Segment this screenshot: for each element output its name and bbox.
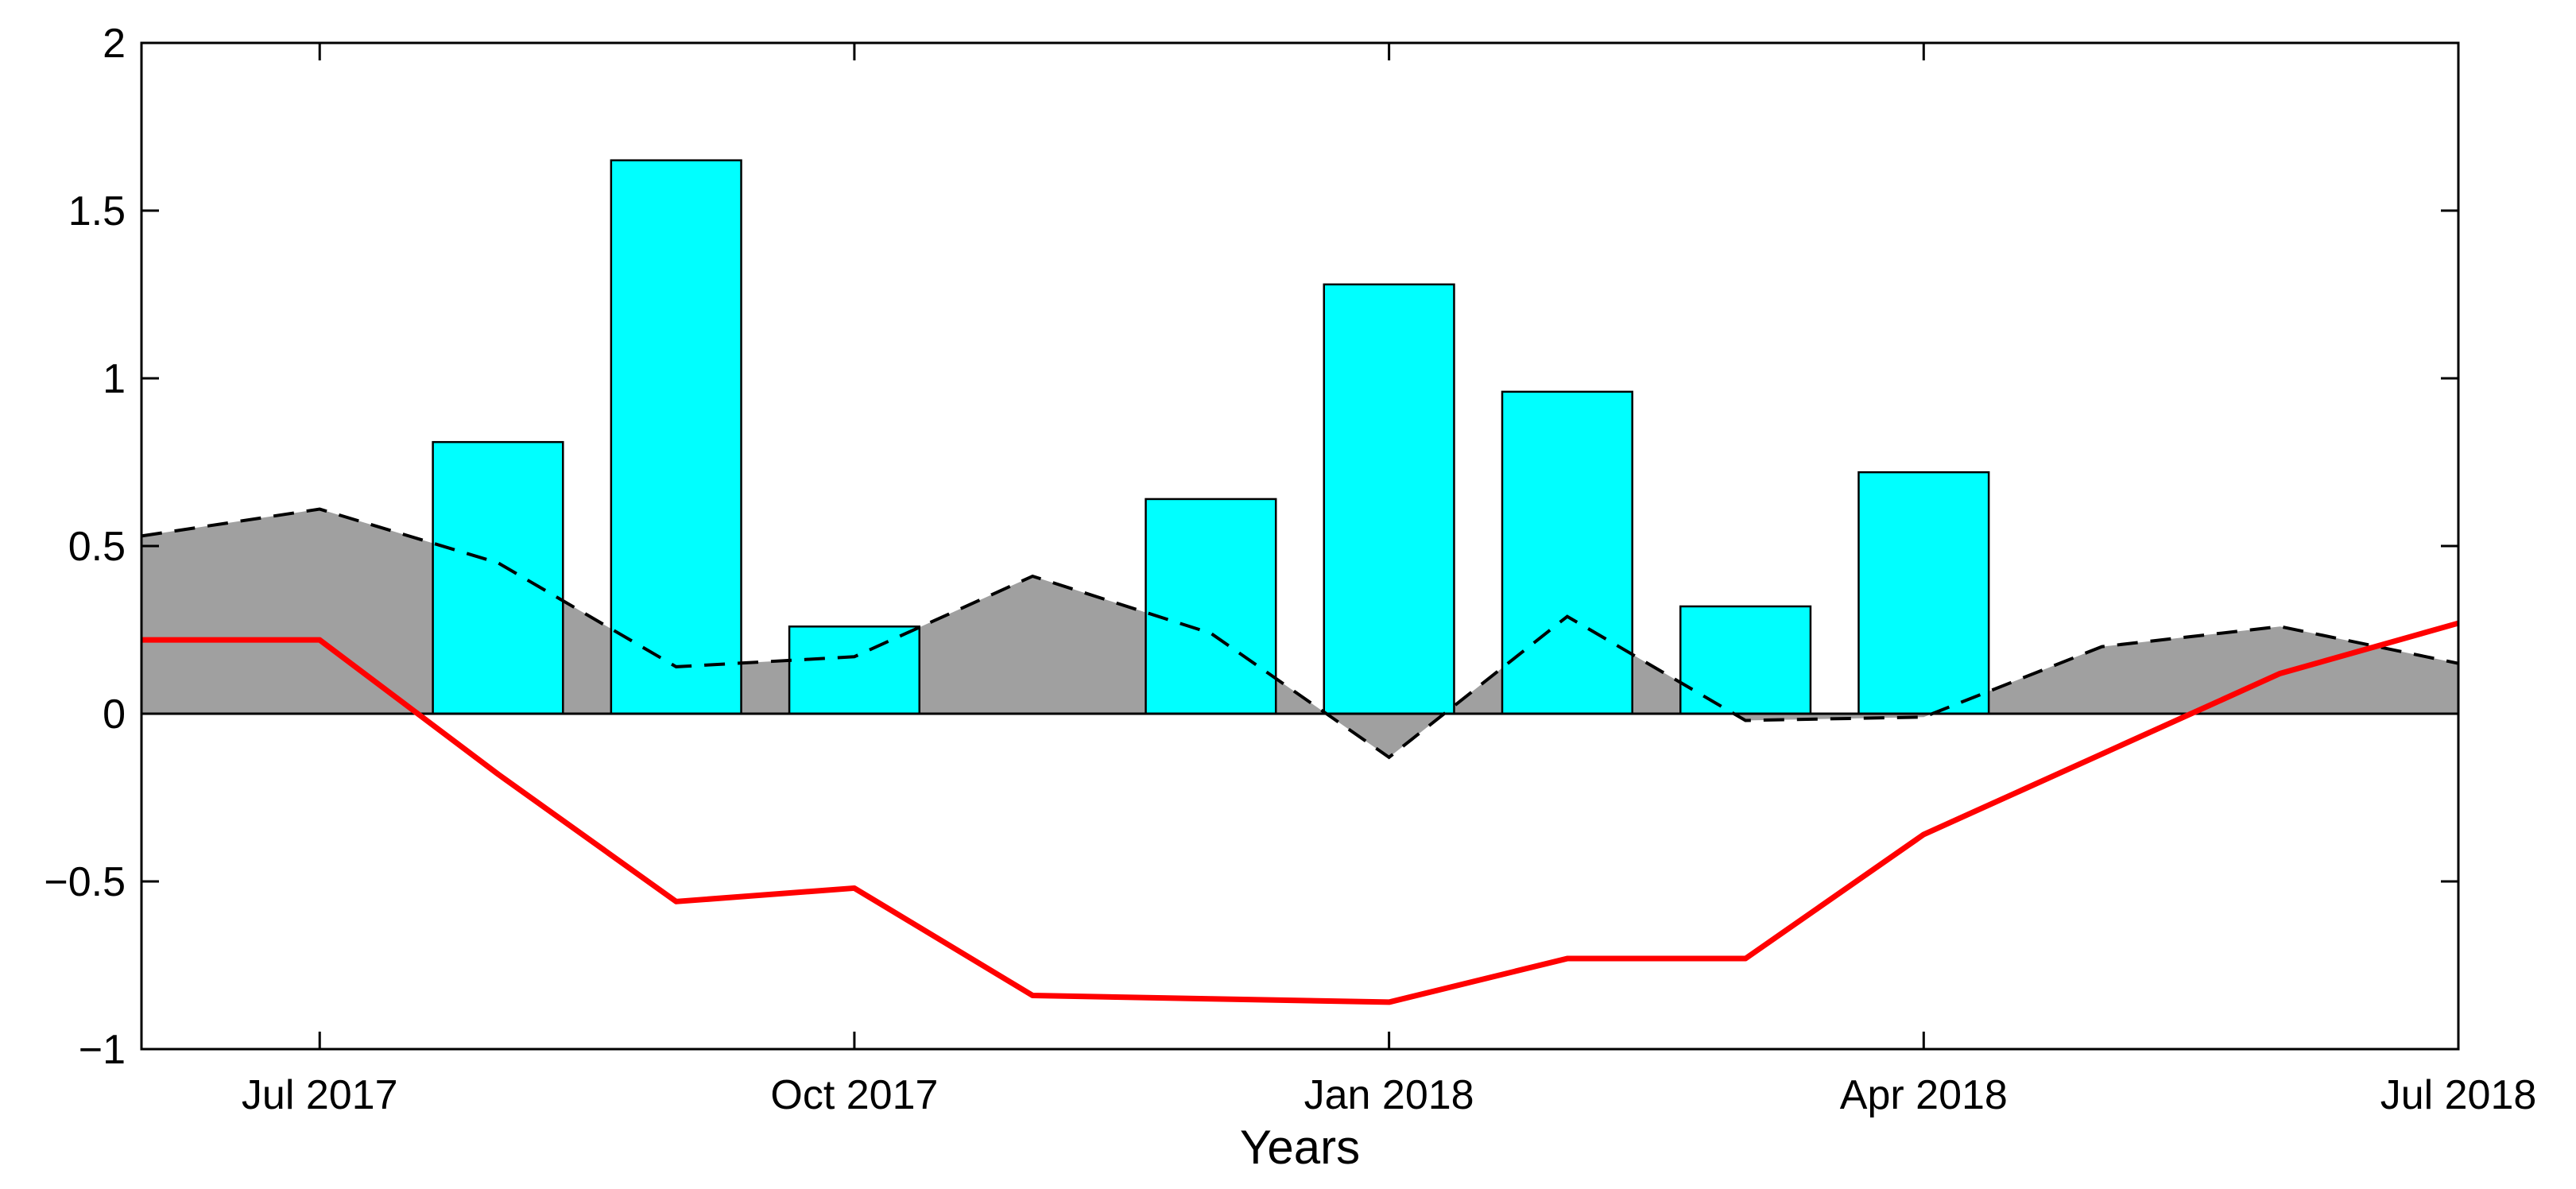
red-line-layer	[141, 620, 2459, 1005]
bar	[432, 440, 564, 715]
y-tick-label: 2	[103, 21, 126, 67]
x-tick-label: Jul 2017	[242, 1072, 398, 1118]
ticks-layer	[141, 41, 2460, 1051]
x-tick-label: Oct 2017	[770, 1072, 938, 1118]
bars-layer	[432, 159, 1990, 715]
x-tick-label: Apr 2018	[1840, 1072, 2008, 1118]
y-tick-label: −1	[79, 1027, 126, 1073]
x-tick-labels: Jul 2017 Oct 2017 Jan 2018 Apr 2018 Jul 2018	[242, 1072, 2536, 1118]
red-series-line	[141, 620, 2459, 1005]
y-tick-label: 1	[103, 356, 126, 402]
x-tick-label: Jan 2018	[1304, 1072, 1474, 1118]
bar	[1679, 605, 1812, 715]
y-tick-label: 0.5	[68, 524, 126, 570]
bar	[1501, 390, 1633, 715]
x-axis-title: Years	[1240, 1121, 1360, 1174]
bar	[610, 159, 742, 715]
bar	[1323, 283, 1455, 715]
y-tick-labels: −1 −0.5 0 0.5 1 1.5 2	[44, 21, 126, 1073]
dashed-line-layer	[141, 507, 2459, 760]
bar	[1145, 498, 1277, 715]
bar	[788, 625, 921, 715]
y-tick-label: −0.5	[44, 859, 126, 905]
x-tick-label: Jul 2018	[2380, 1072, 2537, 1118]
y-tick-label: 1.5	[68, 188, 126, 234]
dashed-series-line	[141, 507, 2459, 760]
y-tick-label: 0	[103, 691, 126, 738]
bar	[1857, 471, 1990, 715]
